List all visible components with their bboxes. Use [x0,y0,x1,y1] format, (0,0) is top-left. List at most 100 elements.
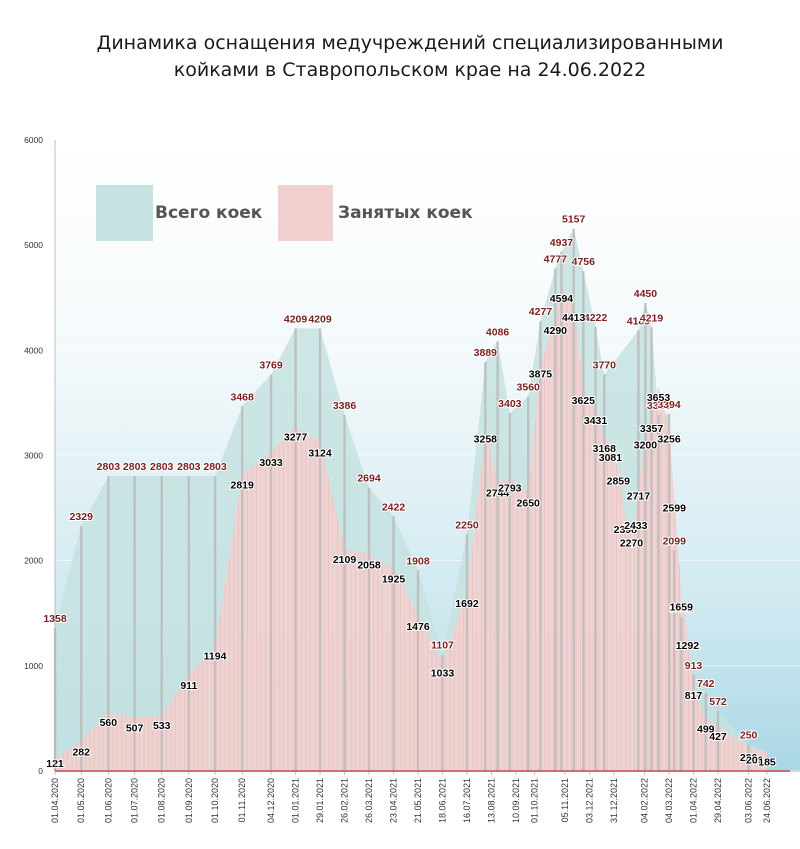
occupied-column [62,753,64,771]
occupied-column [332,496,334,771]
occupied-data-label: 3033 [259,457,283,469]
occupied-column [364,553,365,771]
occupied-column [256,463,257,771]
occupied-column [215,642,217,771]
total-data-label: 2099 [663,535,687,547]
occupied-column [719,727,721,771]
total-beds-bar [343,414,346,771]
total-beds-bar [392,516,395,771]
occupied-column [310,435,311,771]
total-data-label: 4189 [627,315,651,327]
x-tick-label: 29.04.2022 [713,778,723,823]
occupied-column [427,632,428,771]
total-data-label: 2422 [382,501,406,513]
total-beds-bar [508,413,512,771]
x-tick-label: 01.09.2020 [184,778,194,823]
chart-title-line-2: койками в Ставропольском крае на 24.06.2… [173,59,647,81]
occupied-column [229,557,230,771]
occupied-column [305,432,307,771]
occupied-column [89,732,91,771]
occupied-column [494,468,496,771]
occupied-column [557,308,559,771]
total-data-label: 742 [697,678,715,690]
occupied-column [377,559,379,771]
occupied-column [580,361,581,771]
occupied-column [679,564,680,771]
occupied-data-label: 3200 [634,439,658,451]
total-beds-bar [657,415,660,771]
occupied-column [499,481,500,771]
occupied-data-label: 817 [685,690,703,702]
total-beds-bar [554,268,557,771]
y-tick-label: 0 [38,766,43,776]
occupied-data-label: 3258 [474,433,498,445]
occupied-data-label: 2109 [333,554,357,566]
occupied-data-label: 3875 [529,368,553,380]
total-data-label: 2329 [70,511,94,523]
y-tick-label: 3000 [24,451,43,461]
occupied-column [454,629,455,771]
x-tick-label: 04.02.2022 [640,778,650,823]
occupied-column [341,536,343,771]
occupied-column [157,715,158,771]
total-beds-bar [716,710,720,771]
legend-label-occupied: Занятых коек [338,203,473,223]
total-data-label: 4219 [640,312,664,324]
occupied-column [400,581,401,771]
occupied-column [409,598,410,771]
occupied-column [638,484,640,771]
total-data-label: 3769 [259,360,283,372]
occupied-column [386,564,388,771]
total-data-label: 250 [740,730,758,742]
occupied-column [458,617,460,771]
occupied-column [535,420,536,771]
total-beds-bar [441,654,444,771]
total-data-label: 3386 [333,400,357,412]
total-beds-bar [594,326,597,771]
occupied-column [688,639,689,771]
total-data-label: 3560 [517,382,541,394]
total-beds-bar [187,476,191,771]
x-tick-label: 10.09.2021 [511,778,521,823]
total-data-label: 4086 [486,326,510,338]
occupied-column [737,739,739,771]
total-data-label: 5157 [562,214,586,226]
total-beds-bar [644,303,647,771]
x-tick-label: 04.03.2022 [664,778,674,823]
total-beds-bar [240,406,244,771]
total-beds-bar [107,476,110,771]
occupied-column [67,750,68,771]
occupied-data-label: 3256 [657,434,681,446]
total-beds-bar [527,396,530,771]
x-tick-label: 01.06.2020 [103,778,113,823]
occupied-data-label: 499 [697,724,715,736]
occupied-column [490,448,491,771]
total-data-label: 3394 [657,399,681,411]
occupied-column [134,717,136,771]
occupied-data-label: 4290 [544,325,568,337]
occupied-column [706,718,707,771]
occupied-column [143,716,145,771]
occupied-column [121,714,122,771]
occupied-column [274,448,275,771]
total-data-label: 2803 [203,461,227,473]
total-data-label: 2803 [123,461,147,473]
occupied-data-label: 2819 [231,480,255,492]
occupied-column [58,756,59,771]
total-beds-bar [318,328,322,771]
occupied-column [166,708,167,771]
total-beds-bar [484,362,487,771]
occupied-column [211,650,212,771]
occupied-data-label: 2793 [498,482,522,494]
x-tick-label: 01.10.2021 [529,778,539,823]
y-tick-label: 2000 [24,556,43,566]
occupied-data-label: 282 [72,746,90,758]
total-data-label: 1107 [431,640,454,652]
legend-label-total: Всего коек [155,203,263,223]
total-data-label: 4777 [544,254,568,266]
total-data-label: 4209 [284,313,308,325]
occupied-column [652,415,653,771]
total-data-label: 3889 [474,347,498,359]
occupied-column [553,326,554,771]
occupied-column [517,483,518,771]
